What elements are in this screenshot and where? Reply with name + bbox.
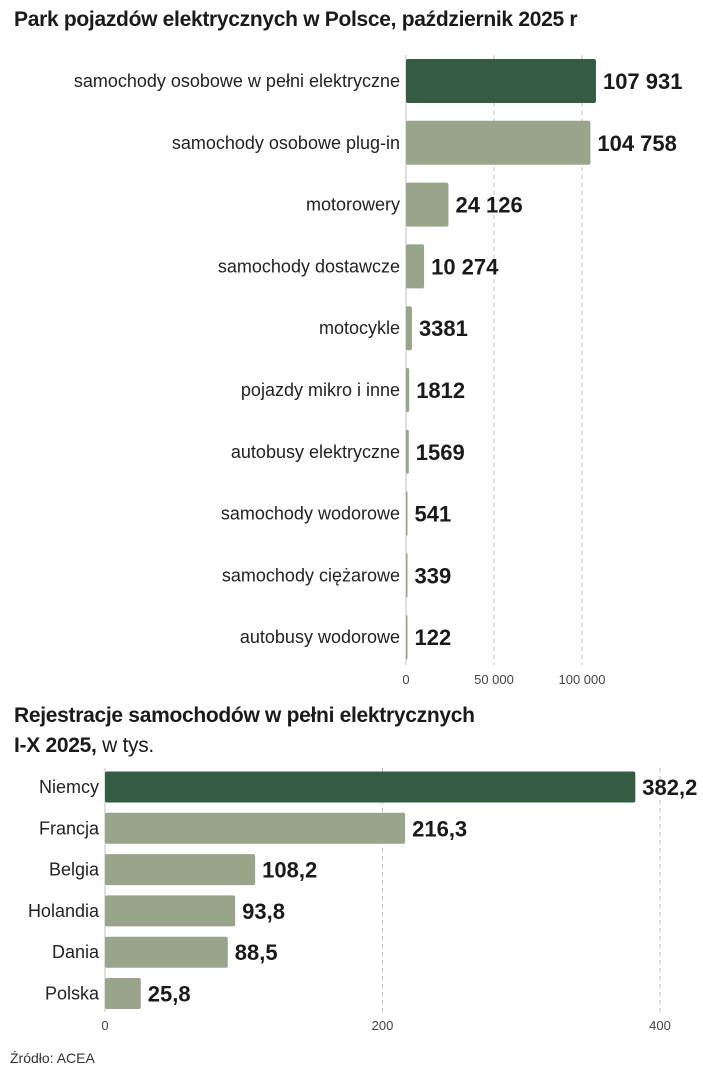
chart-2-unit: w tys. bbox=[96, 734, 154, 757]
chart-2-tick-label: 0 bbox=[101, 1018, 108, 1033]
chart-2-value-label: 93,8 bbox=[242, 899, 285, 924]
chart-1-value-label: 1569 bbox=[416, 440, 465, 465]
chart-1-bar bbox=[406, 615, 408, 660]
chart-2-category-label: Polska bbox=[45, 984, 100, 1004]
chart-1-category-label: motorowery bbox=[306, 195, 400, 215]
chart-1-value-label: 541 bbox=[415, 502, 452, 527]
chart-2-category-label: Holandia bbox=[28, 901, 100, 921]
chart-1-value-label: 1812 bbox=[416, 378, 465, 403]
chart-2: 0 200 400 Niemcy 382,2 Francja 216,3 Belgia 108,… bbox=[28, 768, 697, 1033]
chart-2-category-label: Francja bbox=[39, 818, 100, 838]
chart-1-value-label: 339 bbox=[415, 563, 452, 588]
chart-2-value-label: 25,8 bbox=[148, 982, 191, 1007]
chart-1-category-label: samochody ciężarowe bbox=[222, 565, 400, 585]
chart-2-bar bbox=[105, 978, 141, 1009]
chart-1-bar bbox=[406, 59, 596, 103]
chart-1-bar bbox=[406, 244, 425, 289]
chart-2-value-label: 216,3 bbox=[412, 816, 467, 841]
chart-1-value-label: 122 bbox=[415, 625, 452, 650]
chart-2-tick-label: 200 bbox=[372, 1018, 394, 1033]
chart-1-category-label: autobusy elektryczne bbox=[231, 442, 400, 462]
chart-2-bar bbox=[105, 812, 406, 844]
chart-1-tick-label: 50 000 bbox=[474, 672, 514, 687]
chart-1-bar bbox=[406, 553, 408, 598]
chart-2-title: Rejestracje samochodów w pełni elektrycz… bbox=[14, 704, 475, 727]
chart-1-value-label: 24 126 bbox=[455, 193, 522, 218]
chart-1-category-label: pojazdy mikro i inne bbox=[241, 380, 400, 400]
chart-1-bar bbox=[406, 306, 412, 351]
chart-1-bar bbox=[406, 491, 408, 536]
chart-2-value-label: 108,2 bbox=[262, 858, 317, 883]
chart-1-value-label: 104 758 bbox=[597, 131, 677, 156]
chart-1-category-label: samochody osobowe plug-in bbox=[172, 133, 400, 153]
chart-1: 0 50 000 100 000 samochody osobowe w pełni … bbox=[74, 55, 683, 687]
chart-1-category-label: samochody dostawcze bbox=[218, 256, 400, 276]
chart-1-bar bbox=[406, 120, 591, 165]
chart-1-value-label: 3381 bbox=[419, 316, 468, 341]
chart-1-category-label: samochody osobowe w pełni elektryczne bbox=[74, 71, 400, 91]
chart-2-bar bbox=[105, 936, 228, 968]
chart-1-value-label: 107 931 bbox=[603, 69, 683, 94]
chart-1-category-label: samochody wodorowe bbox=[221, 504, 400, 524]
chart-1-value-label: 10 274 bbox=[431, 254, 499, 279]
chart-1-tick-label: 100 000 bbox=[559, 672, 606, 687]
chart-2-value-label: 88,5 bbox=[235, 940, 278, 965]
chart-2-category-label: Niemcy bbox=[39, 777, 99, 797]
chart-1-bar bbox=[406, 429, 409, 474]
chart-2-value-label: 382,2 bbox=[642, 775, 697, 800]
chart-1-category-label: motocykle bbox=[319, 318, 400, 338]
chart-1-bar bbox=[406, 182, 449, 227]
chart-1-category-label: autobusy wodorowe bbox=[240, 627, 400, 647]
chart-2-bar bbox=[105, 854, 256, 886]
chart-2-category-label: Dania bbox=[52, 942, 100, 962]
chart-2-bar bbox=[105, 895, 236, 927]
source-note: Źródło: ACEA bbox=[10, 1050, 95, 1066]
chart-2-subtitle: I-X 2025, w tys. bbox=[14, 734, 154, 758]
chart-1-bar bbox=[406, 368, 410, 412]
chart-2-period: I-X 2025, bbox=[14, 734, 97, 757]
chart-1-tick-label: 0 bbox=[402, 672, 409, 687]
chart-2-bar bbox=[105, 771, 636, 803]
chart-2-category-label: Belgia bbox=[49, 860, 100, 880]
chart-1-title: Park pojazdów elektrycznych w Polsce, pa… bbox=[14, 8, 578, 31]
chart-2-tick-label: 400 bbox=[649, 1018, 671, 1033]
